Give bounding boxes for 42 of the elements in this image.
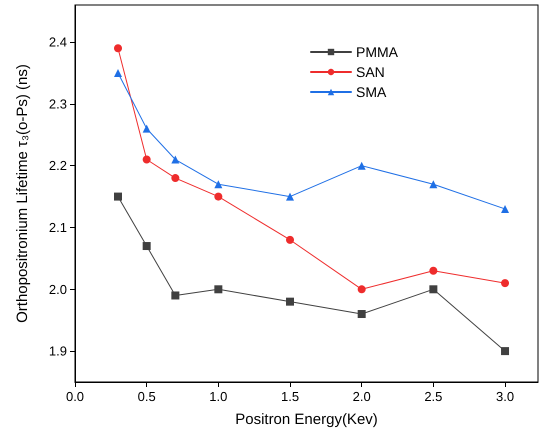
legend-label: SAN	[356, 64, 385, 80]
legend-label: SMA	[356, 84, 387, 100]
x-tick-label: 2.5	[424, 389, 442, 404]
point	[501, 279, 510, 288]
y-tick-label: 1.9	[48, 344, 67, 359]
point	[358, 162, 366, 170]
y-tick-label: 2.0	[48, 282, 67, 297]
point	[142, 242, 151, 250]
point	[214, 285, 222, 294]
legend-label: PMMA	[356, 44, 399, 60]
x-tick-label: 3.0	[496, 389, 514, 404]
point	[171, 174, 180, 182]
y-tick-label: 2.4	[48, 34, 67, 50]
point	[114, 192, 122, 201]
point	[286, 192, 294, 201]
point	[501, 204, 510, 213]
y-tick-label: 2.2	[48, 158, 67, 174]
x-tick-label: 1.0	[209, 389, 228, 404]
point	[114, 44, 122, 52]
y-tick-label: 2.1	[48, 220, 67, 235]
point	[142, 156, 151, 164]
point	[171, 291, 180, 300]
x-tick-label: 0.5	[138, 389, 156, 404]
point	[501, 347, 510, 356]
x-axis-title: Positron Energy(Kev)	[235, 411, 378, 428]
x-tick-label: 2.0	[352, 389, 371, 404]
point	[286, 298, 294, 306]
point	[214, 180, 222, 188]
point	[142, 124, 151, 133]
point	[358, 310, 366, 318]
y-tick-label: 2.3	[48, 96, 67, 112]
y-axis-title: Orthopositronium Lifetime τ₃(o-Ps) (ns)	[14, 64, 31, 323]
point	[114, 68, 122, 77]
point	[429, 266, 438, 275]
x-tick-label: 1.5	[280, 389, 300, 404]
point	[429, 285, 438, 294]
point	[286, 236, 294, 244]
point	[214, 192, 222, 201]
point	[171, 156, 180, 164]
point	[429, 180, 438, 188]
point	[358, 285, 366, 294]
x-tick-label: 0.0	[66, 389, 84, 404]
